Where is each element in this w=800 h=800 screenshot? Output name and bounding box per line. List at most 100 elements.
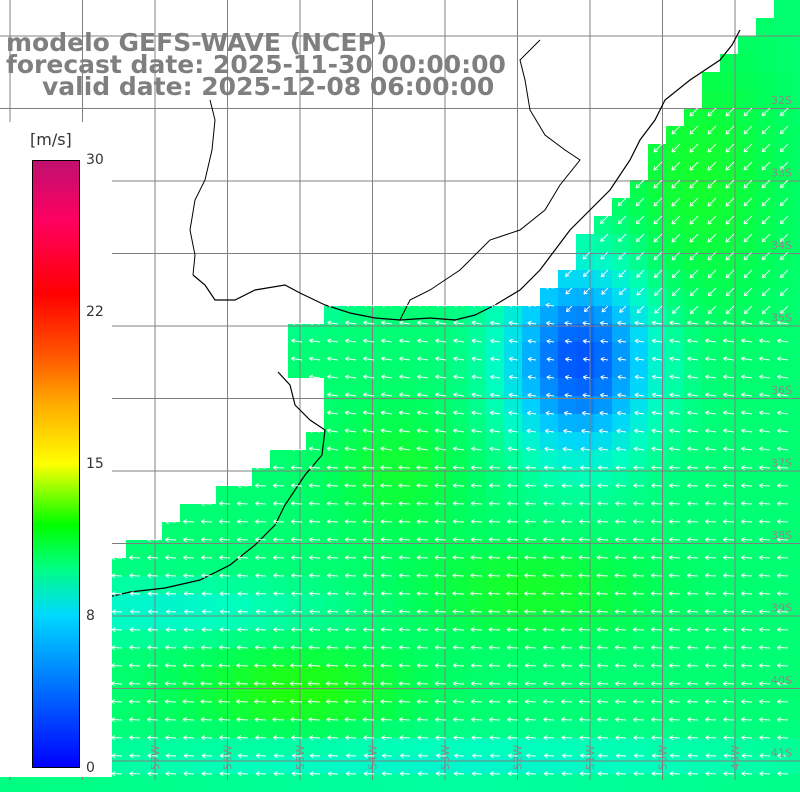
wind-cell [432,522,450,540]
wind-cell [180,558,198,576]
wind-arrow [705,717,717,723]
wind-cell [360,414,378,432]
wind-cell [198,774,216,792]
wind-cell [684,468,702,486]
wind-arrow [308,663,321,669]
wind-arrow [525,501,537,507]
wind-arrow [218,537,231,543]
wind-cell [288,774,306,792]
wind-arrow [525,717,537,723]
wind-arrow [470,519,483,525]
wind-cell [540,720,558,738]
wind-cell [630,558,648,576]
wind-arrow [218,501,231,507]
wind-cell [774,108,792,126]
wind-cell [738,198,756,216]
wind-cell [288,450,306,468]
wind-arrow [777,428,789,434]
wind-arrow [453,356,465,362]
wind-vectors [2,107,789,777]
wind-arrow [761,143,771,153]
wind-arrow [380,428,393,434]
wind-cell [288,702,306,720]
wind-cell [558,648,576,666]
wind-arrow [434,555,447,561]
wind-cell [504,378,522,396]
wind-arrow [723,446,735,452]
wind-cell [450,738,468,756]
wind-arrow [489,302,501,308]
wind-cell [288,684,306,702]
wind-cell [522,648,540,666]
wind-cell [756,306,774,324]
wind-cell [630,702,648,720]
wind-cell [414,666,432,684]
wind-arrow [634,392,645,398]
wind-arrow [632,573,645,579]
wind-cell [486,540,504,558]
wind-cell [378,306,396,324]
wind-cell [468,504,486,522]
wind-cell [252,522,270,540]
wind-arrow [564,339,573,344]
wind-cell [288,540,306,558]
wind-cell [306,540,324,558]
wind-cell [738,630,756,648]
wind-cell [702,414,720,432]
wind-arrow [381,771,393,777]
wind-arrow [777,735,789,741]
wind-arrow [254,717,267,723]
wind-cell [756,774,774,792]
wind-arrow [597,483,609,489]
wind-arrow [758,573,771,579]
wind-arrow [344,428,357,434]
wind-arrow [201,753,213,759]
wind-arrow [527,338,537,344]
wind-cell [540,522,558,540]
wind-cell [288,720,306,738]
wind-arrow [416,645,429,651]
wind-cell [414,540,432,558]
wind-cell [558,486,576,504]
wind-arrow [452,465,465,471]
wind-arrow [363,356,375,362]
wind-arrow [686,645,699,651]
wind-cell [324,540,342,558]
wind-cell [558,558,576,576]
wind-cell [684,252,702,270]
wind-cell [306,702,324,720]
wind-arrow [578,555,591,561]
wind-arrow [452,663,465,669]
wind-arrow [741,410,753,416]
wind-arrow [436,753,447,759]
wind-cell [486,504,504,522]
wind-cell [306,738,324,756]
wind-cell [288,630,306,648]
wind-cell [738,774,756,792]
wind-arrow [470,663,483,669]
wind-cell [774,36,792,54]
wind-cell [450,378,468,396]
wind-cell [342,702,360,720]
wind-arrow [507,717,519,723]
wind-cell [594,702,612,720]
wind-cell [774,198,792,216]
wind-cell [738,180,756,198]
wind-cell [234,756,252,774]
wind-arrow [434,663,447,669]
wind-cell [630,360,648,378]
wind-cell [684,126,702,144]
wind-cell [756,504,774,522]
wind-cell [450,558,468,576]
wind-arrow [579,465,591,471]
wind-arrow [776,501,789,507]
wind-cell [450,576,468,594]
wind-arrow [686,591,699,597]
wind-cell [612,450,630,468]
wind-arrow [597,771,609,777]
wind-cell [594,468,612,486]
wind-arrow [471,392,483,398]
wind-arrow [219,753,231,759]
wind-cell [594,486,612,504]
wind-cell [792,144,800,162]
